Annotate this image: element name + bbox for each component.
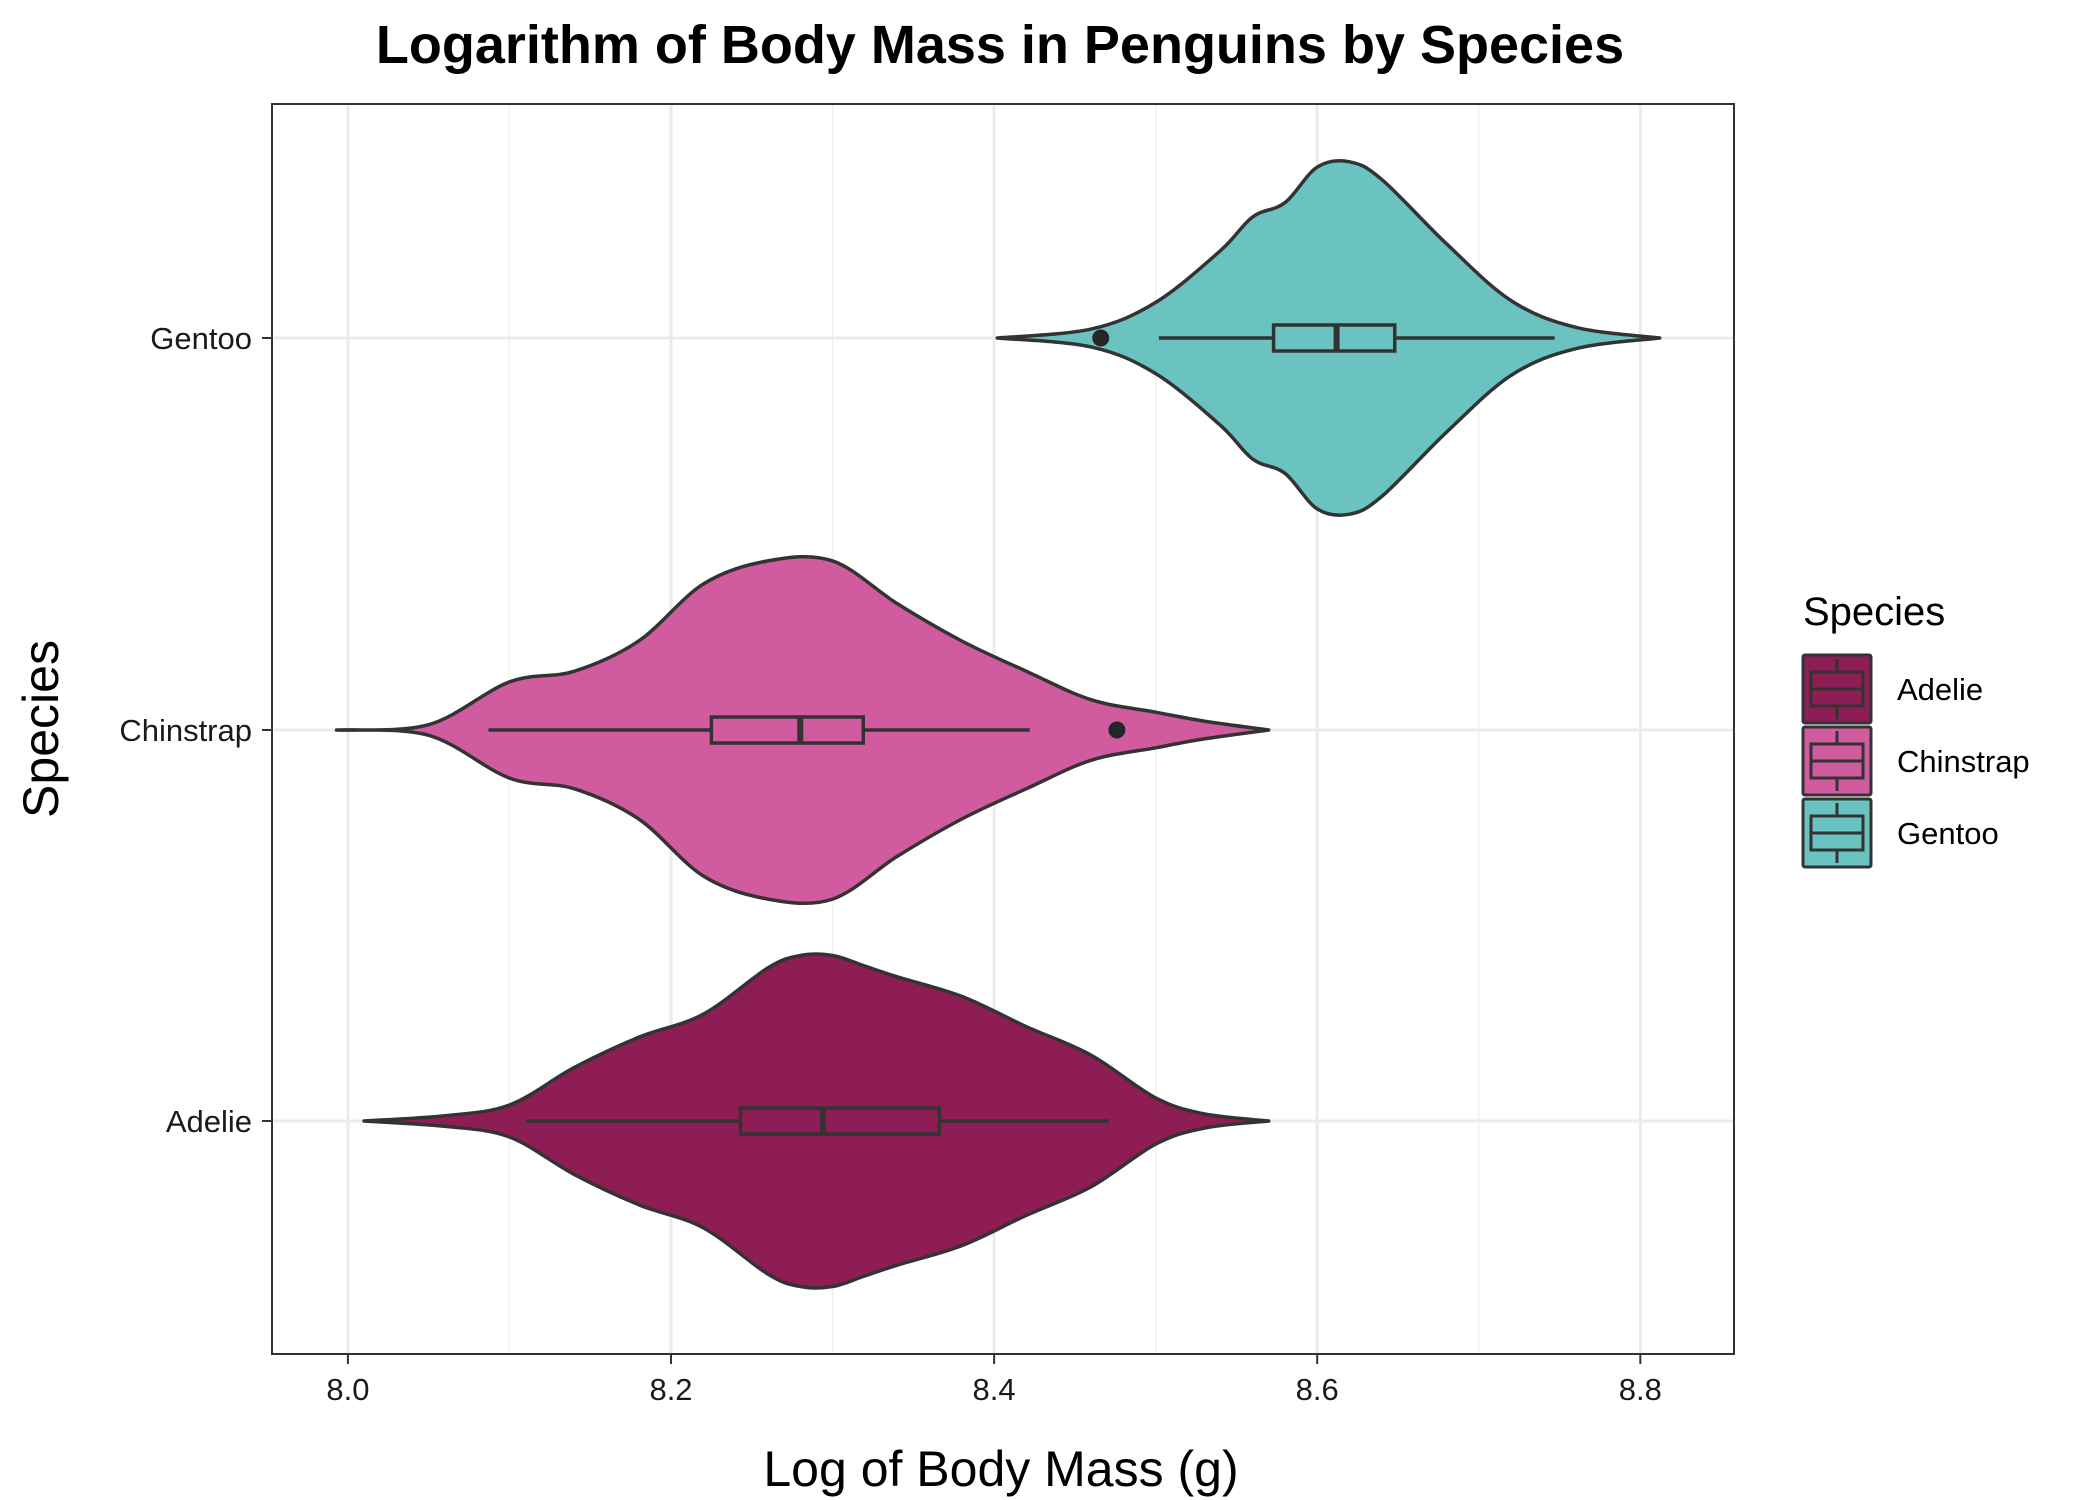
x-tick-label: 8.8 <box>1619 1372 1662 1407</box>
legend-label: Chinstrap <box>1897 744 2030 779</box>
x-tick-label: 8.2 <box>649 1372 692 1407</box>
y-axis-title: Species <box>13 640 69 818</box>
outlier-chinstrap <box>1108 721 1126 739</box>
box-adelie <box>738 1106 941 1136</box>
boxplots <box>488 323 1555 1136</box>
legend: Species Adelie Chinstrap Gentoo <box>1801 590 2030 869</box>
outlier-gentoo <box>1092 329 1110 347</box>
legend-title: Species <box>1803 590 1945 634</box>
x-tick-label: 8.0 <box>326 1372 369 1407</box>
legend-entry-adelie: Adelie <box>1801 653 1983 725</box>
y-axis: Adelie Chinstrap Gentoo <box>119 321 272 1139</box>
chart-title: Logarithm of Body Mass in Penguins by Sp… <box>376 15 1624 75</box>
y-tick-label: Chinstrap <box>119 713 252 748</box>
legend-entry-gentoo: Gentoo <box>1801 797 1999 869</box>
y-tick-label: Adelie <box>166 1104 252 1139</box>
legend-label: Gentoo <box>1897 816 1999 851</box>
violins <box>334 159 1662 1290</box>
x-tick-label: 8.6 <box>1296 1372 1339 1407</box>
violin-gentoo <box>995 159 1662 517</box>
box-chinstrap <box>709 715 866 745</box>
legend-label: Adelie <box>1897 672 1983 707</box>
x-tick-label: 8.4 <box>973 1372 1016 1407</box>
x-axis-title: Log of Body Mass (g) <box>763 1441 1238 1497</box>
violin-adelie <box>362 952 1271 1290</box>
y-tick-label: Gentoo <box>150 321 252 356</box>
legend-entry-chinstrap: Chinstrap <box>1801 725 2030 797</box>
x-axis: 8.0 8.2 8.4 8.6 8.8 <box>326 1354 1662 1407</box>
